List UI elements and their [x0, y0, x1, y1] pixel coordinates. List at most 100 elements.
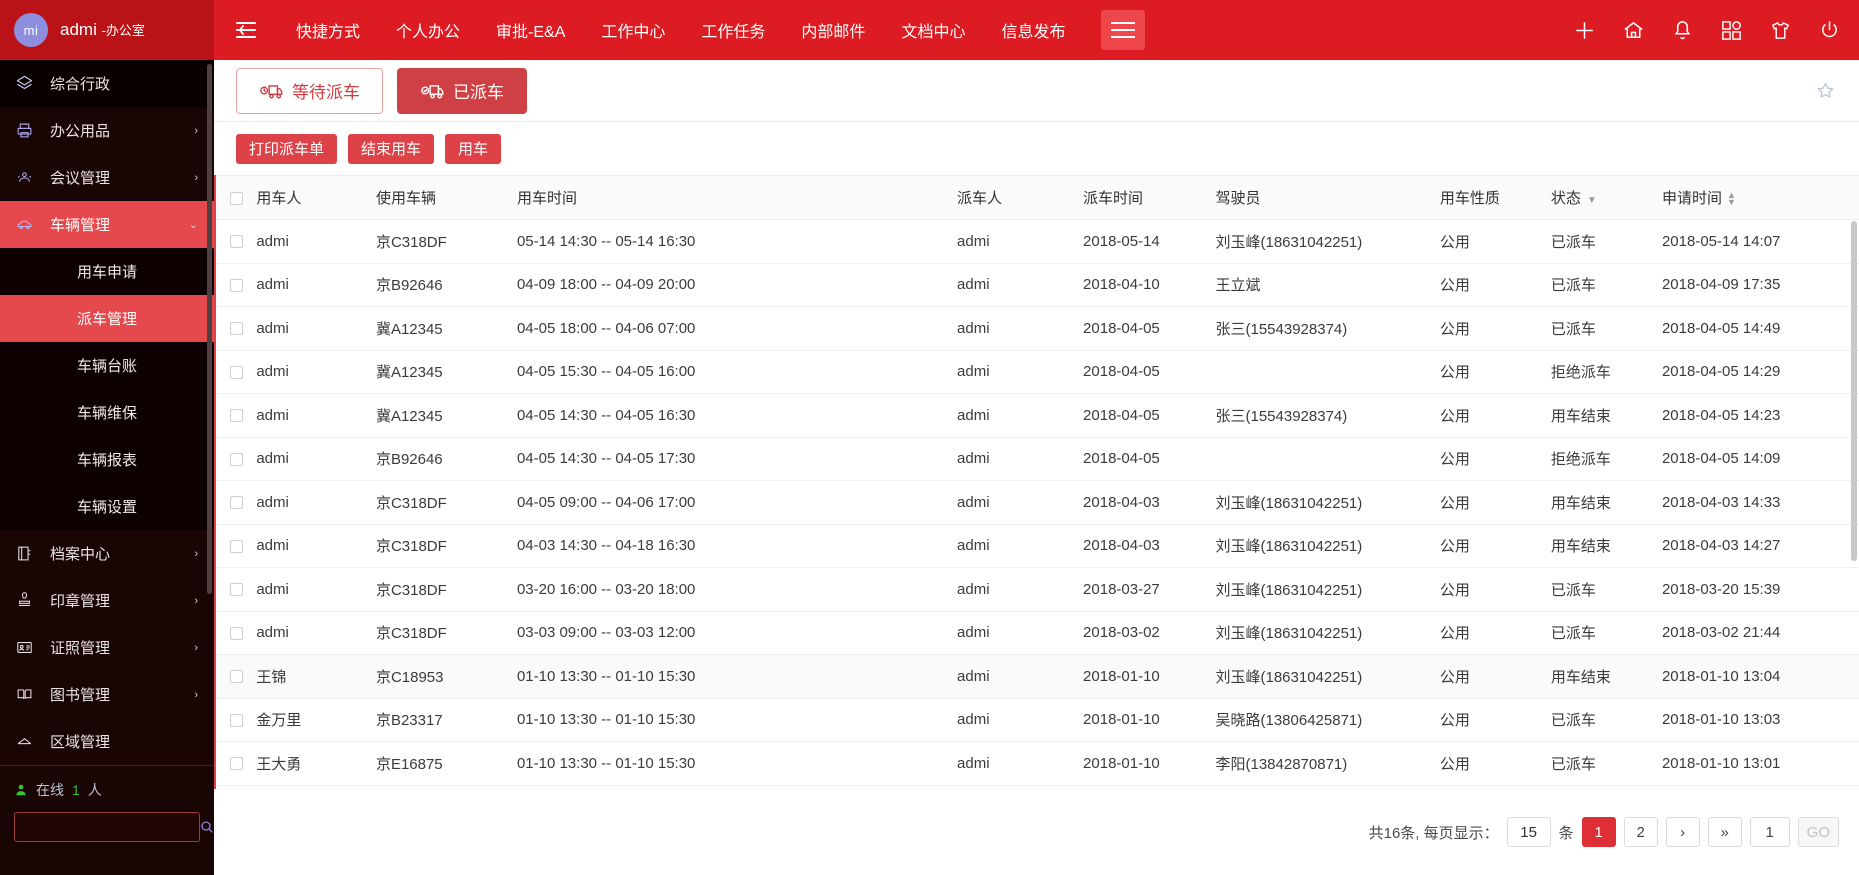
- table-row[interactable]: admi 冀A12345 04-05 15:30 -- 04-05 16:00 adm…: [214, 350, 1859, 394]
- table-row[interactable]: 王大勇 京E16875 01-10 13:30 -- 01-10 15:30 admi…: [214, 741, 1859, 786]
- table-row[interactable]: admi 京B92646 04-05 14:30 -- 04-05 17:30 adm…: [214, 437, 1859, 481]
- row-checkbox[interactable]: [230, 626, 243, 640]
- row-select-cell[interactable]: [214, 393, 251, 438]
- sidebar-subitem-派车管理[interactable]: 派车管理: [0, 295, 214, 342]
- goto-page-input[interactable]: [1749, 817, 1790, 847]
- sidebar-item-会议管理[interactable]: 会议管理 ›: [0, 154, 214, 201]
- row-checkbox[interactable]: [230, 757, 243, 771]
- sidebar-item-车辆管理[interactable]: 车辆管理 ⌄: [0, 201, 214, 248]
- row-checkbox[interactable]: [230, 670, 243, 684]
- sidebar-item-综合行政[interactable]: 综合行政: [0, 60, 214, 107]
- topnav-item-5[interactable]: 内部邮件: [801, 24, 866, 41]
- sidebar-subitem-车辆设置[interactable]: 车辆设置: [0, 483, 214, 530]
- use-vehicle-button[interactable]: 用车: [445, 133, 502, 164]
- sidebar-user-header[interactable]: mi admi -办公室: [0, 0, 214, 60]
- search-input[interactable]: [23, 819, 199, 835]
- sidebar-item-区域管理[interactable]: 区域管理: [0, 718, 214, 765]
- row-select-cell[interactable]: [214, 480, 251, 525]
- row-select-cell[interactable]: [214, 306, 251, 351]
- sidebar-item-证照管理[interactable]: 证照管理 ›: [0, 624, 214, 671]
- column-header-dispatchtime[interactable]: 派车时间: [1077, 175, 1210, 220]
- row-checkbox[interactable]: [230, 409, 243, 423]
- column-header-applytime[interactable]: 申请时间 ▲ ▼: [1655, 175, 1859, 220]
- page-button-1[interactable]: 1: [1581, 817, 1616, 847]
- table-row[interactable]: admi 冀A12345 04-05 18:00 -- 04-06 07:00 adm…: [214, 306, 1859, 351]
- sidebar-subitem-车辆维保[interactable]: 车辆维保: [0, 389, 214, 436]
- sidebar-toggle-icon[interactable]: [228, 19, 264, 41]
- last-page-button[interactable]: »: [1707, 817, 1742, 847]
- sidebar-item-图书管理[interactable]: 图书管理 ›: [0, 671, 214, 718]
- next-page-button[interactable]: ›: [1665, 817, 1700, 847]
- sidebar-subitem-车辆台账[interactable]: 车辆台账: [0, 342, 214, 389]
- row-select-cell[interactable]: [214, 263, 251, 307]
- star-icon[interactable]: [1816, 81, 1841, 100]
- shirt-icon[interactable]: [1769, 19, 1792, 42]
- row-select-cell[interactable]: [214, 219, 251, 264]
- end-vehicle-use-button[interactable]: 结束用车: [348, 133, 435, 164]
- row-select-cell[interactable]: [214, 567, 251, 612]
- sidebar-item-印章管理[interactable]: 印章管理 ›: [0, 577, 214, 624]
- power-icon[interactable]: [1818, 19, 1841, 42]
- row-select-cell[interactable]: [214, 611, 251, 655]
- row-checkbox[interactable]: [230, 365, 243, 379]
- row-checkbox[interactable]: [230, 235, 243, 249]
- go-button[interactable]: GO: [1797, 817, 1839, 847]
- topnav-item-2[interactable]: 审批-E&A: [496, 24, 566, 41]
- sidebar-scrollbar[interactable]: [207, 64, 212, 594]
- table-row[interactable]: admi 京C318DF 04-03 14:30 -- 04-18 16:30 adm…: [214, 524, 1859, 568]
- table-row[interactable]: admi 京B92646 04-09 18:00 -- 04-09 20:00 adm…: [214, 263, 1859, 307]
- more-menu-icon[interactable]: [1101, 10, 1146, 50]
- apps-icon[interactable]: [1720, 19, 1743, 42]
- column-header-user[interactable]: 用车人: [250, 175, 370, 220]
- tab-dispatched[interactable]: 已派车: [397, 67, 527, 114]
- table-row[interactable]: admi 冀A12345 04-05 14:30 -- 04-05 16:30 adm…: [214, 393, 1859, 438]
- topnav-item-0[interactable]: 快捷方式: [296, 24, 361, 41]
- cell-nature: 公用: [1433, 350, 1545, 394]
- row-select-cell[interactable]: [214, 350, 251, 394]
- topnav-item-3[interactable]: 工作中心: [601, 24, 666, 41]
- topnav-item-6[interactable]: 文档中心: [901, 24, 966, 41]
- table-row[interactable]: admi 京C318DF 03-03 09:00 -- 03-03 12:00 adm…: [214, 611, 1859, 655]
- select-all-checkbox[interactable]: [230, 191, 243, 205]
- row-select-cell[interactable]: [214, 524, 251, 568]
- row-select-cell[interactable]: [214, 654, 251, 699]
- page-button-2[interactable]: 2: [1623, 817, 1658, 847]
- row-checkbox[interactable]: [230, 539, 243, 553]
- page-size-input[interactable]: [1506, 817, 1551, 847]
- row-checkbox[interactable]: [230, 322, 243, 336]
- table-row[interactable]: 金万里 京B23317 01-10 13:30 -- 01-10 15:30 admi…: [214, 698, 1859, 742]
- sidebar-subitem-车辆报表[interactable]: 车辆报表: [0, 436, 214, 483]
- sidebar-item-办公用品[interactable]: 办公用品 ›: [0, 107, 214, 154]
- row-checkbox[interactable]: [230, 713, 243, 727]
- row-checkbox[interactable]: [230, 496, 243, 510]
- print-dispatch-sheet-button[interactable]: 打印派车单: [236, 133, 338, 164]
- sidebar-item-档案中心[interactable]: 档案中心 ›: [0, 530, 214, 577]
- select-all-header[interactable]: [214, 175, 251, 220]
- row-checkbox[interactable]: [230, 278, 243, 292]
- topnav-item-1[interactable]: 个人办公: [396, 24, 461, 41]
- row-select-cell[interactable]: [214, 741, 251, 786]
- topnav-item-7[interactable]: 信息发布: [1001, 24, 1066, 41]
- column-header-driver[interactable]: 驾驶员: [1209, 175, 1434, 220]
- row-checkbox[interactable]: [230, 583, 243, 597]
- sidebar-search[interactable]: [14, 812, 213, 842]
- topnav-item-4[interactable]: 工作任务: [701, 24, 766, 41]
- column-header-nature[interactable]: 用车性质: [1433, 175, 1545, 220]
- table-row[interactable]: admi 京C318DF 05-14 14:30 -- 05-14 16:30 adm…: [214, 219, 1859, 264]
- table-row[interactable]: admi 京C318DF 04-05 09:00 -- 04-06 17:00 adm…: [214, 480, 1859, 525]
- column-header-usetime[interactable]: 用车时间: [510, 175, 952, 220]
- column-header-status[interactable]: 状态 ▼: [1544, 175, 1656, 220]
- row-select-cell[interactable]: [214, 437, 251, 481]
- column-header-dispatcher[interactable]: 派车人: [951, 175, 1078, 220]
- table-scrollbar[interactable]: [1851, 221, 1857, 561]
- home-icon[interactable]: [1622, 19, 1645, 42]
- tab-waiting-dispatch[interactable]: 等待派车: [236, 67, 383, 114]
- sidebar-subitem-用车申请[interactable]: 用车申请: [0, 248, 214, 295]
- table-row[interactable]: admi 京C318DF 03-20 16:00 -- 03-20 18:00 adm…: [214, 567, 1859, 612]
- bell-icon[interactable]: [1671, 19, 1694, 42]
- table-row[interactable]: 王锦 京C18953 01-10 13:30 -- 01-10 15:30 admi 2…: [214, 654, 1859, 699]
- row-checkbox[interactable]: [230, 452, 243, 466]
- column-header-vehicle[interactable]: 使用车辆: [369, 175, 511, 220]
- plus-icon[interactable]: [1573, 19, 1596, 42]
- row-select-cell[interactable]: [214, 698, 251, 742]
